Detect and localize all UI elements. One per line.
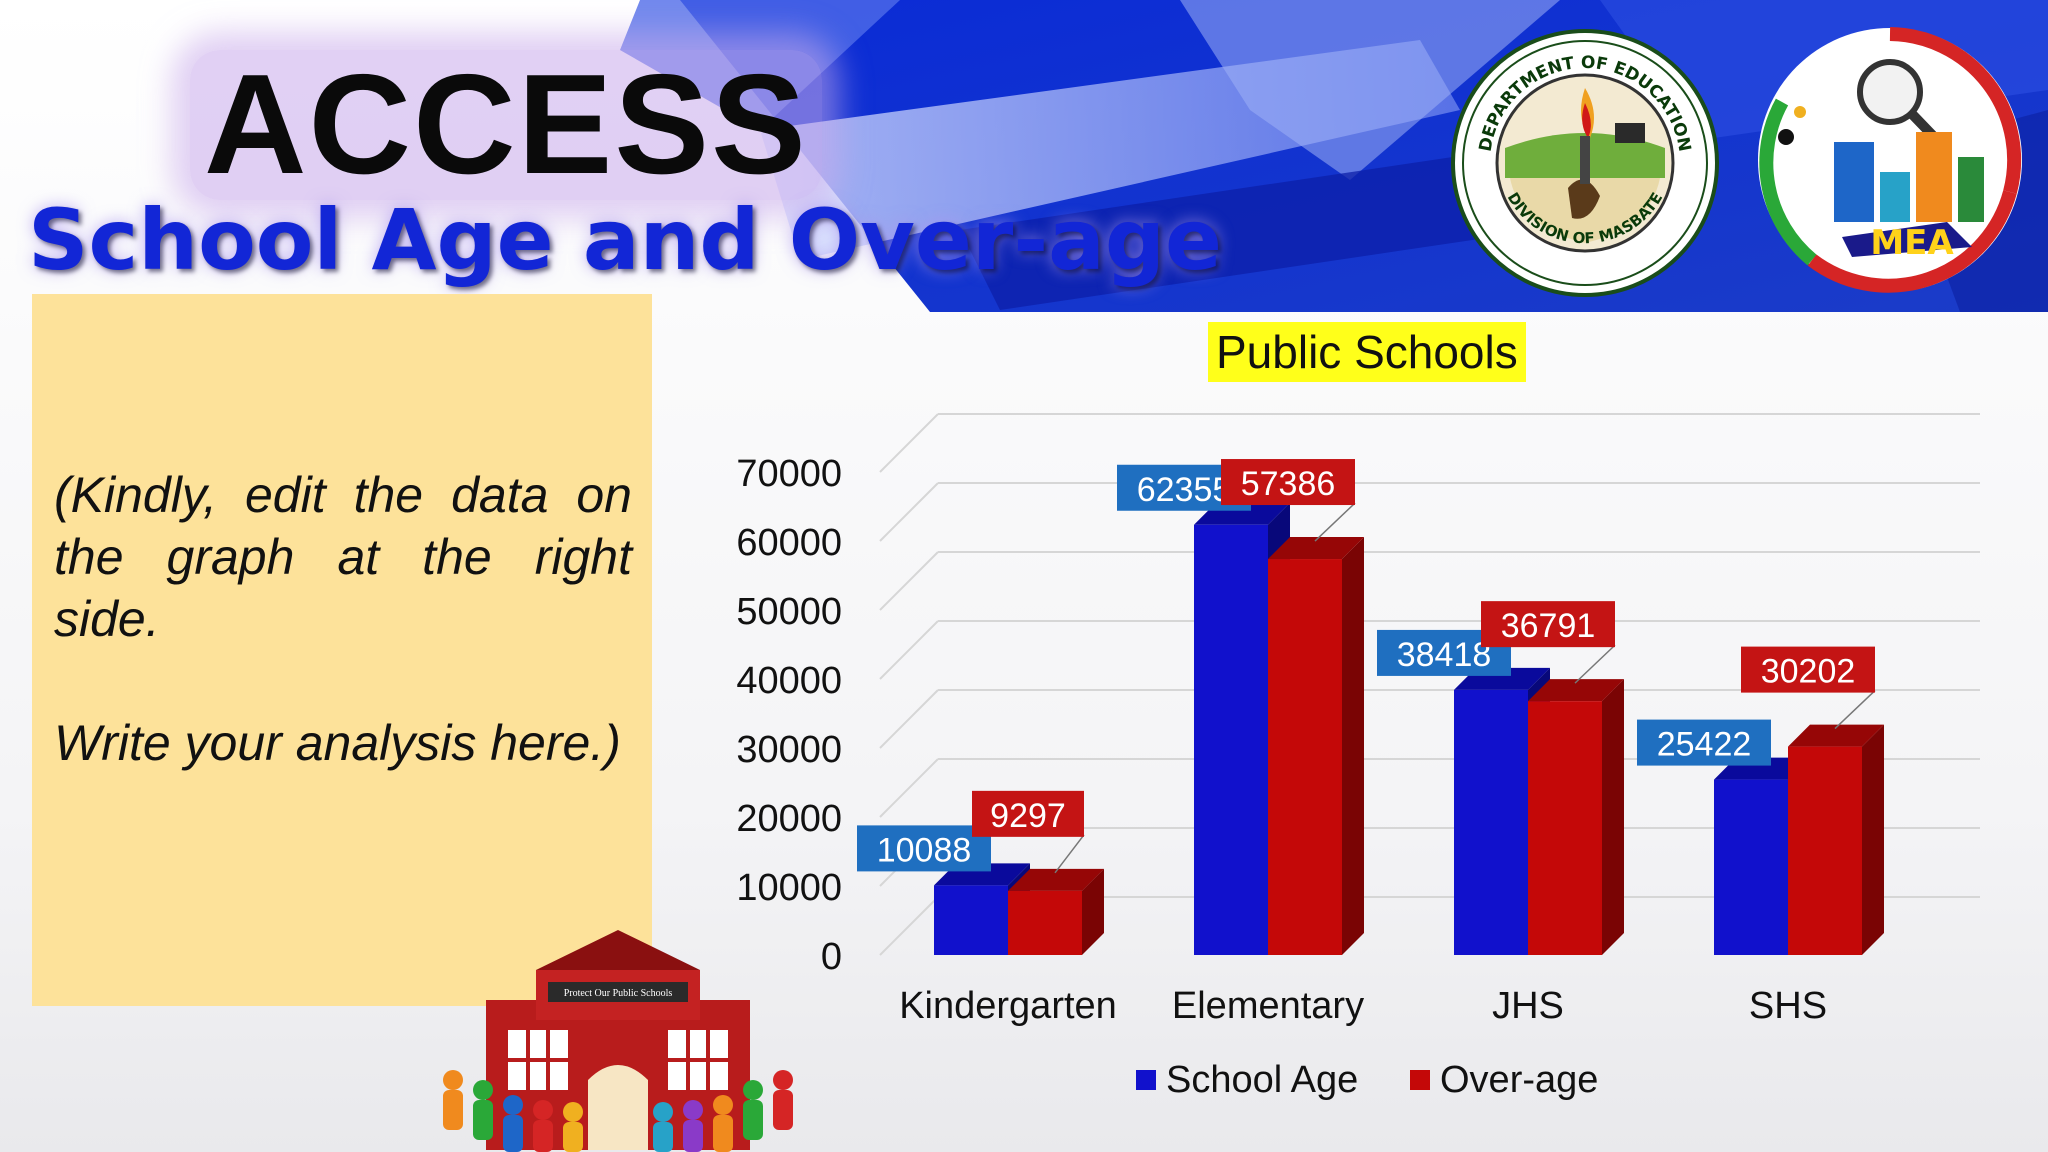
gridline-depth	[879, 689, 939, 749]
bar	[934, 885, 1008, 955]
bar-side	[1862, 724, 1884, 955]
y-tick-label: 60000	[736, 522, 842, 564]
gridline-depth	[879, 551, 939, 611]
bar	[1008, 890, 1082, 955]
bar-top	[1528, 679, 1624, 702]
y-tick-label: 40000	[736, 660, 842, 702]
header-banner	[620, 0, 2048, 312]
y-tick-label: 0	[821, 936, 842, 978]
gridline-depth	[879, 896, 939, 956]
data-label-box	[857, 825, 991, 872]
gridline-depth	[879, 620, 939, 680]
bar	[1528, 701, 1602, 955]
data-label: 62355	[1137, 471, 1232, 509]
data-label-leader	[1054, 834, 1085, 874]
legend-item-school-age: School Age	[1136, 1056, 1358, 1104]
slide-title: ACCESS	[190, 50, 822, 200]
bar-side	[1082, 868, 1104, 955]
data-label: 38418	[1397, 636, 1492, 674]
y-tick-label: 50000	[736, 591, 842, 633]
bar	[1454, 689, 1528, 955]
y-tick-label: 30000	[736, 729, 842, 771]
data-label-leader	[1834, 690, 1876, 730]
analysis-text[interactable]: (Kindly, edit the data on the graph at t…	[54, 467, 632, 771]
legend-label-school-age: School Age	[1166, 1059, 1359, 1101]
data-label: 25422	[1657, 726, 1752, 764]
bar-top	[1268, 537, 1364, 560]
bar-side	[1602, 679, 1624, 955]
y-tick-label: 20000	[736, 798, 842, 840]
data-label: 36791	[1501, 607, 1596, 645]
data-label: 30202	[1761, 653, 1856, 691]
analysis-panel[interactable]: (Kindly, edit the data on the graph at t…	[32, 294, 652, 1006]
bar-side	[1342, 537, 1364, 955]
clipart-sign-text: Protect Our Public Schools	[564, 988, 673, 999]
data-label-box	[1637, 719, 1771, 766]
mea-logo-text: MEA	[1870, 223, 1954, 263]
bar-top	[1008, 868, 1104, 891]
y-tick-label: 70000	[736, 453, 842, 495]
gridline-depth	[879, 482, 939, 542]
data-label: 9297	[990, 797, 1066, 835]
legend-swatch-school-age	[1136, 1070, 1156, 1090]
x-tick-label: Elementary	[1172, 985, 1364, 1027]
bar	[1788, 746, 1862, 955]
school-building-clipart: Protect Our Public Schools	[443, 930, 793, 1152]
gridline-depth	[879, 758, 939, 818]
data-label-box	[972, 790, 1084, 837]
bar-top	[1788, 724, 1884, 747]
legend-label-over-age: Over-age	[1440, 1059, 1599, 1101]
legend-item-over-age: Over-age	[1410, 1056, 1598, 1104]
data-label-leader	[1574, 644, 1616, 684]
legend-swatch-over-age	[1410, 1070, 1430, 1090]
x-tick-label: Kindergarten	[899, 985, 1117, 1027]
chart-title: Public Schools	[1208, 322, 1526, 382]
x-tick-label: SHS	[1749, 985, 1827, 1027]
deped-seal-logo: DEPARTMENT OF EDUCATION DIVISION OF MASB…	[1451, 29, 1719, 297]
mea-seal-logo: MEA	[1758, 27, 2022, 293]
data-label-box	[1221, 459, 1355, 506]
bar	[1194, 524, 1268, 955]
x-tick-label: JHS	[1492, 985, 1564, 1027]
data-label: 10088	[877, 831, 972, 869]
slide-subtitle: School Age and Over-age	[28, 191, 1222, 289]
data-label-box	[1481, 601, 1615, 648]
bar	[1268, 559, 1342, 955]
bar	[1714, 779, 1788, 955]
data-label: 57386	[1241, 465, 1336, 503]
data-label-box	[1741, 646, 1875, 693]
data-label-leader	[1314, 502, 1356, 542]
y-tick-label: 10000	[736, 867, 842, 909]
gridline-depth	[879, 413, 939, 473]
